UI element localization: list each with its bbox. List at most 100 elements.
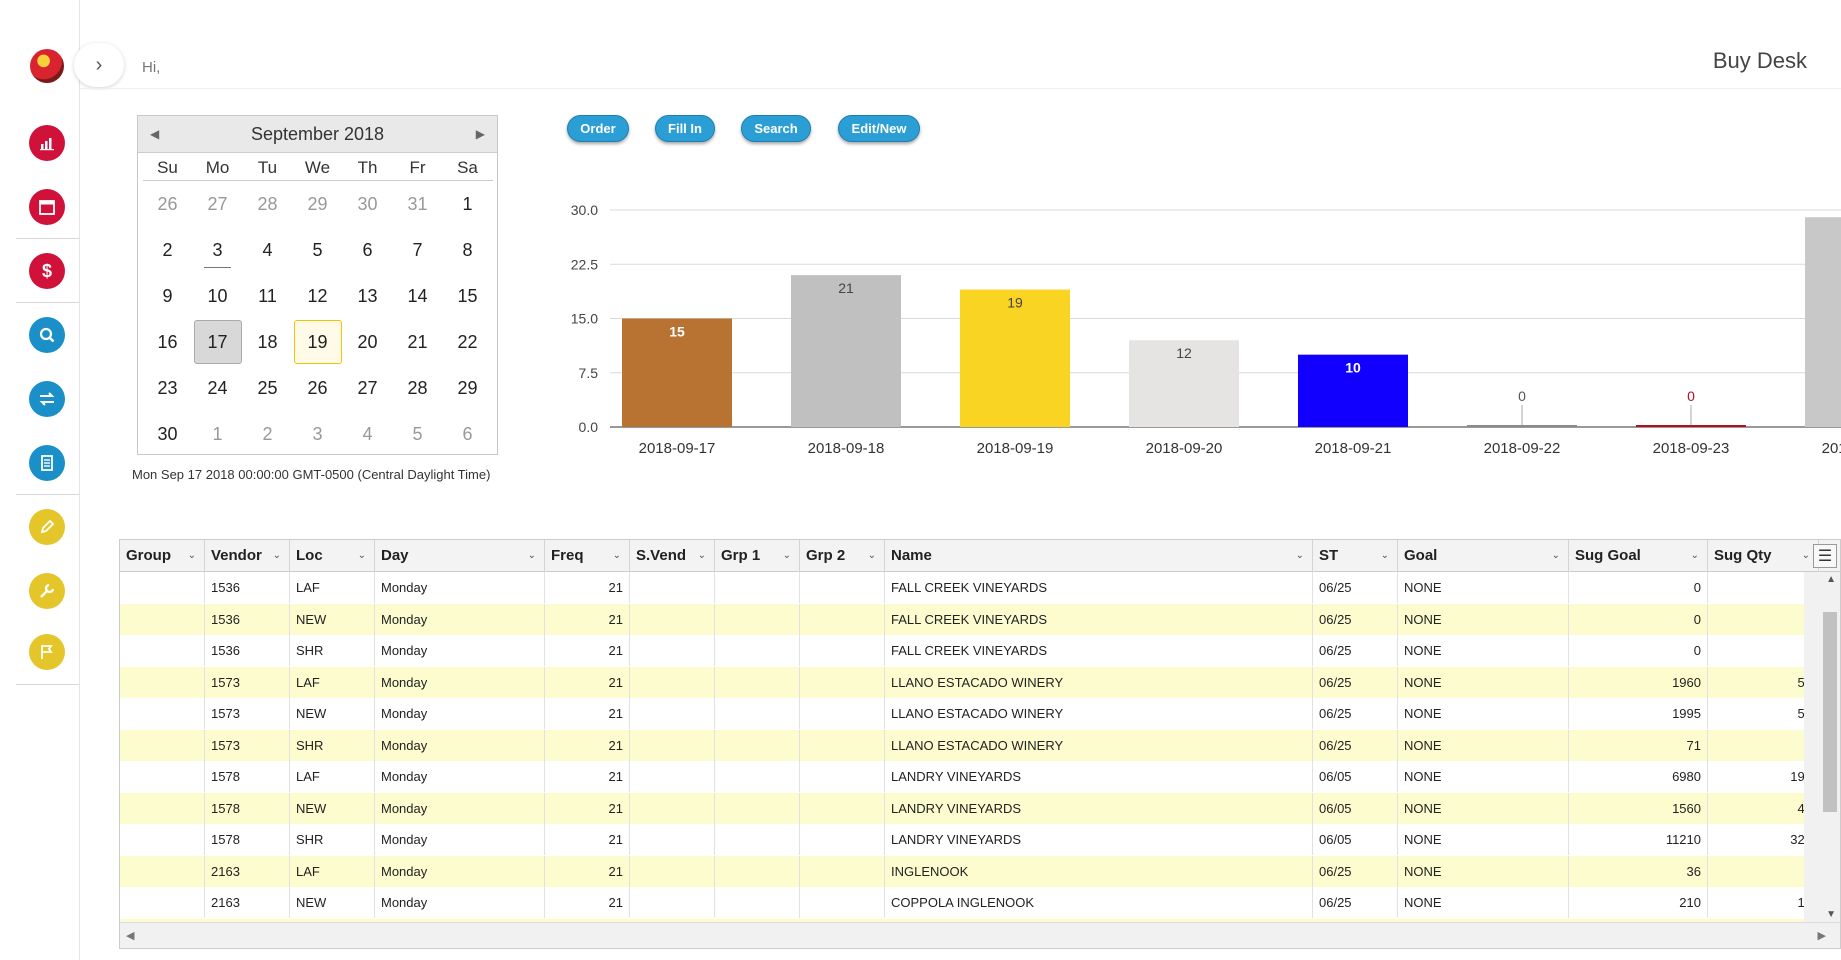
table-row[interactable]: 1578 NEW Monday 21 LANDRY VINEYARDS 06/05 NONE… bbox=[120, 792, 1806, 824]
bar[interactable] bbox=[1467, 425, 1577, 427]
cell-sug_goal[interactable]: 1560 bbox=[1569, 792, 1708, 824]
cell-grp2[interactable] bbox=[800, 635, 885, 666]
cell-grp1[interactable] bbox=[715, 603, 800, 635]
column-header-sug_qty[interactable]: Sug Qty ⌄ bbox=[1708, 540, 1819, 572]
cell-grp1[interactable] bbox=[715, 792, 800, 824]
calendar-day[interactable]: 5 bbox=[393, 411, 443, 457]
cell-st[interactable]: 06/05 bbox=[1313, 761, 1398, 792]
bar[interactable] bbox=[622, 318, 732, 428]
cell-day[interactable]: Monday bbox=[375, 572, 545, 603]
bar[interactable] bbox=[1129, 340, 1239, 427]
cell-sug_goal[interactable]: 0 bbox=[1569, 603, 1708, 635]
chevron-down-icon[interactable]: ⌄ bbox=[782, 550, 791, 561]
calendar-next-month-button[interactable]: ▶ bbox=[475, 127, 485, 141]
cell-svend[interactable] bbox=[630, 603, 715, 635]
cell-sug_qty[interactable]: 324 bbox=[1708, 824, 1806, 855]
cell-goal[interactable]: NONE bbox=[1398, 635, 1569, 666]
cell-loc[interactable]: LAF bbox=[290, 666, 375, 698]
cell-st[interactable]: 06/25 bbox=[1313, 603, 1398, 635]
cell-svend[interactable] bbox=[630, 635, 715, 666]
cell-name[interactable]: LANDRY VINEYARDS bbox=[885, 761, 1313, 792]
cell-sug_qty[interactable]: 0 bbox=[1708, 572, 1806, 603]
cell-loc[interactable]: NEW bbox=[290, 792, 375, 824]
column-header-grp2[interactable]: Grp 2 ⌄ bbox=[800, 540, 885, 572]
cell-st[interactable]: 06/25 bbox=[1313, 666, 1398, 698]
cell-svend[interactable] bbox=[630, 572, 715, 603]
nav-reports-button[interactable] bbox=[29, 125, 65, 161]
cell-loc[interactable]: LAF bbox=[290, 572, 375, 603]
cell-sug_qty[interactable]: 1 bbox=[1708, 856, 1806, 887]
cell-svend[interactable] bbox=[630, 666, 715, 698]
cell-day[interactable]: Monday bbox=[375, 855, 545, 887]
cell-svend[interactable] bbox=[630, 855, 715, 887]
calendar-day[interactable]: 31 bbox=[393, 181, 443, 227]
calendar-day[interactable]: 30 bbox=[143, 411, 193, 457]
cell-freq[interactable]: 21 bbox=[545, 887, 630, 918]
cell-name[interactable]: FALL CREEK VINEYARDS bbox=[885, 635, 1313, 666]
calendar-day[interactable]: 22 bbox=[443, 319, 493, 365]
cell-grp1[interactable] bbox=[715, 729, 800, 761]
cell-vendor[interactable]: 2163 bbox=[205, 887, 290, 918]
cell-day[interactable]: Monday bbox=[375, 635, 545, 666]
calendar-day[interactable]: 5 bbox=[293, 227, 343, 273]
cell-grp2[interactable] bbox=[800, 729, 885, 761]
cell-sug_qty[interactable]: 56 bbox=[1708, 667, 1806, 698]
chevron-down-icon[interactable]: ⌄ bbox=[697, 550, 706, 561]
cell-name[interactable]: FALL CREEK VINEYARDS bbox=[885, 572, 1313, 603]
chevron-down-icon[interactable]: ⌄ bbox=[187, 550, 196, 561]
cell-grp2[interactable] bbox=[800, 887, 885, 918]
cell-grp1[interactable] bbox=[715, 824, 800, 855]
calendar-day[interactable]: 30 bbox=[343, 181, 393, 227]
cell-loc[interactable]: NEW bbox=[290, 887, 375, 918]
cell-st[interactable]: 06/25 bbox=[1313, 855, 1398, 887]
cell-name[interactable]: LANDRY VINEYARDS bbox=[885, 824, 1313, 855]
cell-vendor[interactable]: 1536 bbox=[205, 572, 290, 603]
cell-grp1[interactable] bbox=[715, 666, 800, 698]
cell-day[interactable]: Monday bbox=[375, 792, 545, 824]
cell-grp1[interactable] bbox=[715, 855, 800, 887]
cell-grp2[interactable] bbox=[800, 855, 885, 887]
table-row[interactable]: 1536 LAF Monday 21 FALL CREEK VINEYARDS 06/25… bbox=[120, 572, 1806, 603]
calendar-day[interactable]: 23 bbox=[143, 365, 193, 411]
nav-search-button[interactable] bbox=[29, 317, 65, 353]
cell-vendor[interactable]: 1573 bbox=[205, 666, 290, 698]
calendar-day[interactable]: 15 bbox=[443, 273, 493, 319]
cell-grp2[interactable] bbox=[800, 792, 885, 824]
cell-grp2[interactable] bbox=[800, 824, 885, 855]
scroll-right-icon[interactable]: ▶ bbox=[1817, 930, 1826, 942]
cell-svend[interactable] bbox=[630, 792, 715, 824]
calendar-day[interactable]: 6 bbox=[443, 411, 493, 457]
cell-freq[interactable]: 21 bbox=[545, 572, 630, 603]
calendar-day[interactable]: 11 bbox=[243, 273, 293, 319]
cell-freq[interactable]: 21 bbox=[545, 635, 630, 666]
cell-grp2[interactable] bbox=[800, 603, 885, 635]
cell-sug_goal[interactable]: 36 bbox=[1569, 855, 1708, 887]
column-header-grp1[interactable]: Grp 1 ⌄ bbox=[715, 540, 800, 572]
cell-vendor[interactable]: 2163 bbox=[205, 855, 290, 887]
cell-vendor[interactable]: 1578 bbox=[205, 792, 290, 824]
column-header-goal[interactable]: Goal ⌄ bbox=[1398, 540, 1569, 572]
scroll-left-icon[interactable]: ◀ bbox=[126, 930, 135, 942]
bar[interactable] bbox=[1805, 217, 1841, 427]
cell-vendor[interactable]: 1573 bbox=[205, 698, 290, 729]
table-row[interactable] bbox=[120, 918, 1806, 922]
calendar-day[interactable]: 7 bbox=[393, 227, 443, 273]
cell-group[interactable] bbox=[120, 761, 205, 792]
cell-sug_goal[interactable]: 210 bbox=[1569, 887, 1708, 918]
column-header-st[interactable]: ST ⌄ bbox=[1313, 540, 1398, 572]
calendar-day[interactable]: 2 bbox=[243, 411, 293, 457]
calendar-day[interactable]: 8 bbox=[443, 227, 493, 273]
cell-loc[interactable]: SHR bbox=[290, 729, 375, 761]
column-header-svend[interactable]: S.Vend ⌄ bbox=[630, 540, 715, 572]
cell-day[interactable]: Monday bbox=[375, 729, 545, 761]
table-row[interactable]: 1573 SHR Monday 21 LLANO ESTACADO WINERY 06/2… bbox=[120, 729, 1806, 761]
calendar-day[interactable]: 27 bbox=[343, 365, 393, 411]
chevron-down-icon[interactable]: ⌄ bbox=[867, 550, 876, 561]
cell-group[interactable] bbox=[120, 729, 205, 761]
nav-tools-button[interactable] bbox=[29, 573, 65, 609]
calendar-day[interactable]: 4 bbox=[343, 411, 393, 457]
cell-loc[interactable]: SHR bbox=[290, 824, 375, 855]
cell-vendor[interactable]: 1578 bbox=[205, 824, 290, 855]
cell-goal[interactable]: NONE bbox=[1398, 761, 1569, 792]
